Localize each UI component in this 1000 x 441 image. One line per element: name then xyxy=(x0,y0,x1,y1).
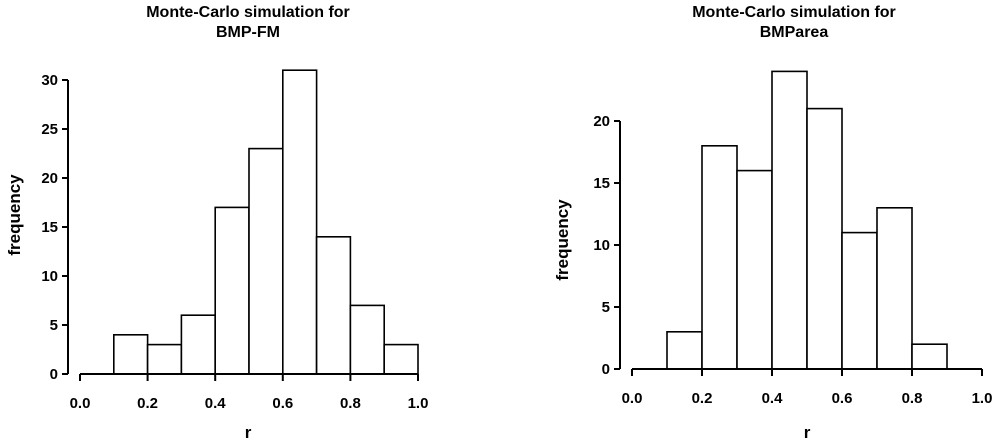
y-tick-label: 25 xyxy=(41,121,58,138)
chart-title-line1: Monte-Carlo simulation for xyxy=(692,4,896,21)
chart-title-line2: BMP-FM xyxy=(216,24,280,41)
x-tick-label: 0.2 xyxy=(137,395,158,412)
x-tick-label: 0.6 xyxy=(272,395,293,412)
y-tick-label: 20 xyxy=(41,170,58,187)
x-tick-label: 0.4 xyxy=(205,395,227,412)
x-tick-label: 0.0 xyxy=(70,395,91,412)
y-tick-label: 0 xyxy=(602,361,610,378)
histogram-bar xyxy=(911,343,948,370)
chart-title-line2: BMParea xyxy=(760,24,829,41)
x-tick-label: 0.8 xyxy=(902,390,923,407)
tick-labels: 0.0 0.2 0.4 0.6 0.8 1.0 0 5 10 15 20 25 30 xyxy=(41,72,428,412)
x-tick-label: 0.2 xyxy=(692,390,713,407)
y-tick-label: 15 xyxy=(593,175,610,192)
histogram-bar xyxy=(146,343,183,375)
histogram-bar xyxy=(736,169,773,370)
histogram-bar xyxy=(113,333,149,375)
x-tick-label: 0.8 xyxy=(340,395,361,412)
y-axis-label: frequency xyxy=(5,174,24,256)
x-axis-label: r xyxy=(245,423,252,441)
x-tick-label: 0.4 xyxy=(762,390,784,407)
x-tick-label: 0.6 xyxy=(832,390,853,407)
x-tick-label: 0.0 xyxy=(622,390,643,407)
histogram-bar xyxy=(349,304,385,375)
histogram-bar xyxy=(771,70,808,370)
histogram-bar xyxy=(701,145,738,370)
chart-bmp-fm: Monte-Carlo simulation for BMP-FM r freq… xyxy=(5,4,428,441)
histogram-bar xyxy=(383,343,419,375)
y-tick-label: 10 xyxy=(41,268,58,285)
y-tick-label: 10 xyxy=(593,237,610,254)
axes xyxy=(614,120,983,376)
y-tick-label: 30 xyxy=(41,72,58,89)
histogram-bar xyxy=(876,207,913,370)
histogram-bar xyxy=(214,206,250,375)
bars xyxy=(113,69,419,375)
x-axis-label: r xyxy=(804,423,811,441)
y-tick-label: 5 xyxy=(602,299,610,316)
histogram-bar xyxy=(841,231,878,370)
x-tick-label: 1.0 xyxy=(972,390,993,407)
tick-labels: 0.0 0.2 0.4 0.6 0.8 1.0 0 5 10 15 20 xyxy=(593,113,992,407)
bars xyxy=(666,70,948,370)
y-tick-label: 15 xyxy=(41,219,58,236)
histogram-bar xyxy=(315,236,352,375)
histogram-bar xyxy=(666,330,703,370)
histogram-bar xyxy=(281,69,318,375)
histogram-bar xyxy=(180,314,216,375)
x-tick-label: 1.0 xyxy=(408,395,429,412)
chart-title-line1: Monte-Carlo simulation for xyxy=(146,4,350,21)
histogram-bar xyxy=(248,147,284,375)
y-axis-label: frequency xyxy=(553,199,572,281)
axes xyxy=(62,79,419,381)
y-tick-label: 0 xyxy=(50,366,58,383)
y-tick-label: 5 xyxy=(50,317,58,334)
histogram-bar xyxy=(806,107,843,370)
chart-bmparea: Monte-Carlo simulation for BMParea r fre… xyxy=(553,4,992,441)
y-tick-label: 20 xyxy=(593,113,610,130)
